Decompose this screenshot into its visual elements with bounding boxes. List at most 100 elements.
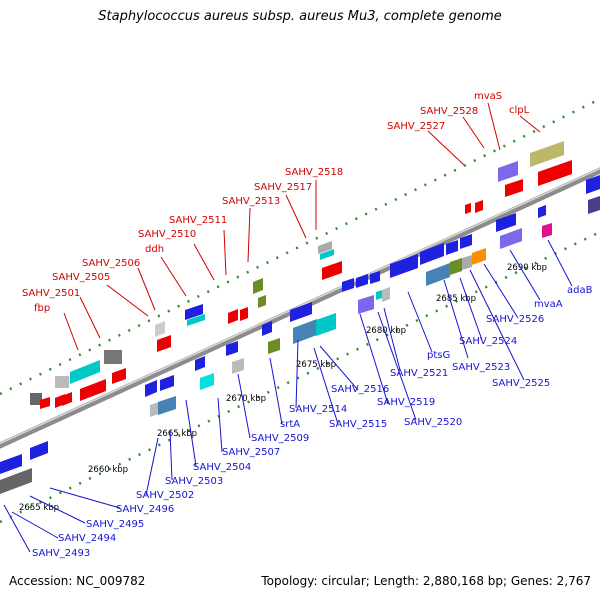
gene-label-sahv-2510: SAHV_2510 — [138, 229, 196, 240]
gene-label-sahv-2502: SAHV_2502 — [136, 490, 194, 501]
gene-label-sahv-2505: SAHV_2505 — [52, 272, 110, 283]
gene-block — [145, 380, 157, 397]
gene-label-sahv-2517: SAHV_2517 — [254, 182, 312, 193]
gene-block — [376, 290, 382, 300]
gene-block — [450, 258, 462, 275]
genome-backbone-highlight — [0, 167, 600, 445]
scale-label: 2675 kbp — [296, 360, 336, 370]
scale-label: 2660 kbp — [88, 465, 128, 475]
gene-label-sahv-2496: SAHV_2496 — [116, 504, 174, 515]
gene-label-sahv-2494: SAHV_2494 — [58, 533, 116, 544]
gene-block — [185, 304, 203, 320]
topology-text: Topology: circular; Length: 2,880,168 bp… — [261, 574, 591, 588]
tick-track-inner — [0, 230, 600, 524]
gene-label-fbp: fbp — [34, 303, 50, 314]
gene-block — [505, 179, 523, 197]
gene-block — [586, 175, 600, 194]
gene-label-sahv-2504: SAHV_2504 — [193, 462, 251, 473]
scale-labels: 2655 kbp 2660 kbp 2665 kbp 2670 kbp 2675… — [19, 263, 547, 513]
gene-label-sahv-2518: SAHV_2518 — [285, 167, 343, 178]
gene-block — [0, 454, 22, 474]
gene-label-sahv-2515: SAHV_2515 — [329, 419, 387, 430]
gene-block — [70, 360, 100, 384]
scale-label: 2665 kbp — [157, 429, 197, 439]
gene-label-sahv-2495: SAHV_2495 — [86, 519, 144, 530]
gene-label-sahv-2503: SAHV_2503 — [165, 476, 223, 487]
gene-block — [268, 338, 280, 354]
gene-block — [538, 160, 572, 186]
gene-block — [232, 358, 244, 374]
gene-block — [228, 309, 238, 324]
gene-block — [358, 295, 374, 314]
gene-label-sahv-2511: SAHV_2511 — [169, 215, 227, 226]
gene-label-sahv-2527: SAHV_2527 — [387, 121, 445, 132]
gene-label-sahv-2509: SAHV_2509 — [251, 433, 309, 444]
gene-block — [465, 203, 471, 214]
gene-label-sahv-2506: SAHV_2506 — [82, 258, 140, 269]
gene-label-sahv-2493: SAHV_2493 — [32, 548, 90, 559]
gene-block — [318, 241, 332, 254]
gene-block — [112, 368, 126, 384]
gene-block — [30, 393, 42, 405]
gene-block — [200, 373, 214, 390]
accession-text: Accession: NC_009782 — [9, 574, 146, 588]
top-connectors — [63, 102, 541, 351]
gene-block — [240, 307, 248, 321]
gene-block — [462, 255, 472, 270]
gene-block — [322, 261, 342, 280]
gene-label-ddh: ddh — [145, 244, 164, 255]
gene-block — [80, 379, 106, 401]
map-title: Staphylococcus aureus subsp. aureus Mu3,… — [98, 9, 502, 24]
gene-block — [472, 248, 486, 265]
gene-block — [30, 441, 48, 460]
gene-label-sahv-2514: SAHV_2514 — [289, 404, 347, 415]
gene-label-adab: adaB — [567, 285, 593, 296]
gene-block — [530, 141, 564, 167]
upper-features — [30, 141, 572, 409]
gene-block — [500, 228, 522, 249]
gene-label-sahv-2526: SAHV_2526 — [486, 314, 544, 325]
gene-block — [104, 350, 122, 364]
scale-label: 2680 kbp — [366, 326, 406, 336]
gene-block — [187, 314, 205, 326]
scale-label: 2655 kbp — [19, 503, 59, 513]
gene-block — [290, 302, 312, 322]
gene-block — [40, 397, 50, 409]
gene-label-sahv-2520: SAHV_2520 — [404, 417, 462, 428]
scale-label: 2670 kbp — [226, 394, 266, 404]
gene-block — [342, 278, 354, 292]
lower-features — [0, 175, 600, 494]
gene-label-sahv-2507: SAHV_2507 — [222, 447, 280, 458]
gene-block — [226, 341, 238, 356]
tick-track-outer — [0, 97, 600, 396]
gene-block — [538, 205, 546, 218]
gene-block — [0, 468, 32, 494]
gene-block — [588, 196, 600, 214]
gene-block — [460, 234, 472, 249]
gene-block — [195, 356, 205, 371]
gene-label-sahv-2513: SAHV_2513 — [222, 196, 280, 207]
gene-label-srta: srtA — [280, 419, 300, 430]
gene-label-clpl: clpL — [509, 105, 530, 116]
top-labels: fbp SAHV_2501 SAHV_2505 SAHV_2506 ddh SA… — [22, 91, 530, 314]
gene-label-sahv-2523: SAHV_2523 — [452, 362, 510, 373]
gene-block — [157, 335, 171, 352]
gene-block — [55, 376, 69, 388]
gene-block — [293, 319, 317, 344]
gene-block — [316, 313, 336, 336]
gene-label-sahv-2528: SAHV_2528 — [420, 106, 478, 117]
gene-block — [426, 263, 450, 286]
gene-label-sahv-2524: SAHV_2524 — [459, 336, 517, 347]
gene-block — [475, 200, 483, 213]
gene-block — [498, 161, 518, 182]
gene-block — [496, 213, 516, 232]
gene-label-mvaa: mvaA — [534, 299, 563, 310]
gene-label-sahv-2525: SAHV_2525 — [492, 378, 550, 389]
gene-block — [160, 375, 174, 391]
bottom-labels: SAHV_2493 SAHV_2494 SAHV_2495 SAHV_2496 … — [32, 285, 593, 559]
gene-block — [446, 240, 458, 255]
gene-block — [253, 278, 263, 294]
scale-label: 2685 kbp — [436, 294, 476, 304]
gene-block — [62, 392, 72, 406]
